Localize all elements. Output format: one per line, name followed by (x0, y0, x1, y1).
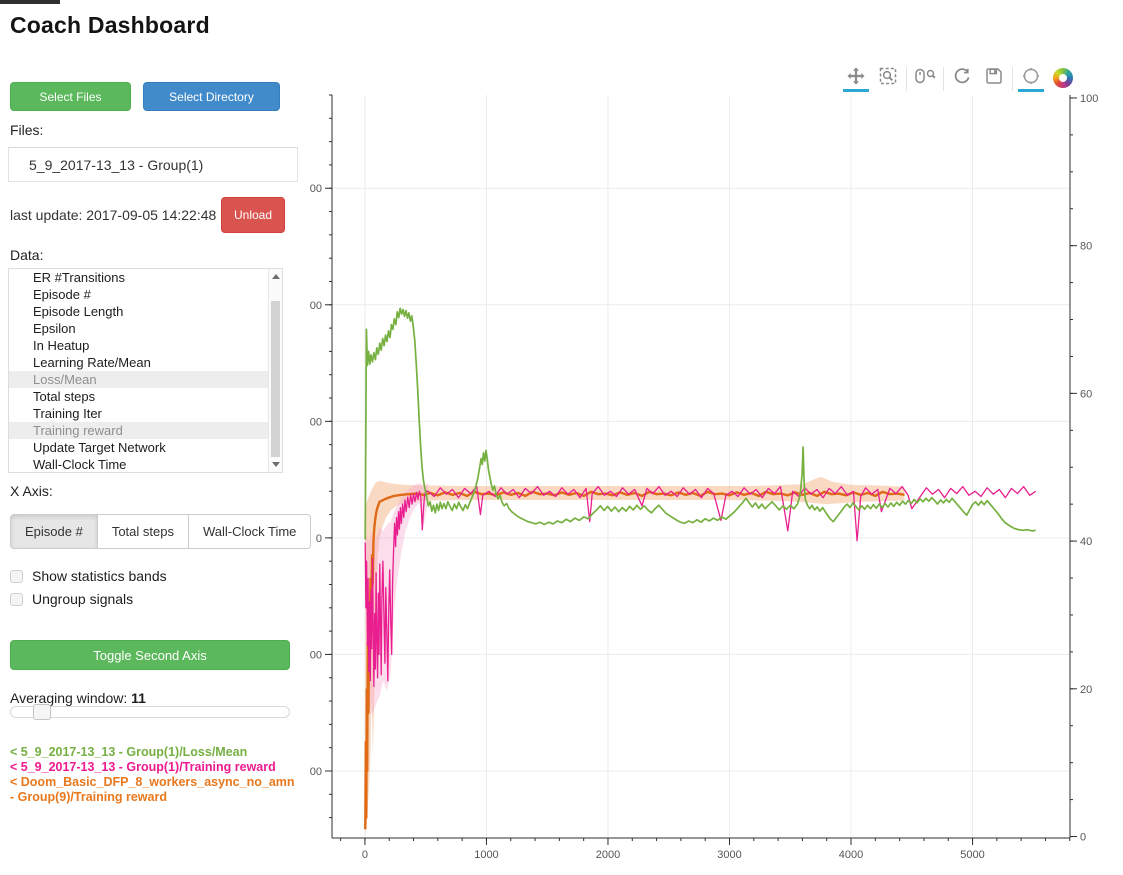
hover-tool-button[interactable] (1018, 66, 1044, 92)
toolbar-separator (906, 67, 907, 91)
y-right-tick-label: 80 (1080, 241, 1092, 253)
wheel-zoom-icon (915, 68, 936, 84)
chart-legend: < 5_9_2017-13_13 - Group(1)/Loss/Mean < 5… (10, 745, 302, 805)
legend-entry: < 5_9_2017-13_13 - Group(1)/Loss/Mean (10, 745, 248, 759)
checkbox-label: Show statistics bands (32, 568, 167, 584)
data-list-scrollbar[interactable] (268, 269, 282, 472)
x-tick-label: 0 (362, 849, 368, 861)
plot-toolbar (840, 66, 1073, 92)
data-list-item[interactable]: Wall-Clock Time (33, 457, 127, 472)
averaging-window-label: Averaging window: 11 (10, 690, 146, 706)
x-axis-option-wall-clock-time[interactable]: Wall-Clock Time (188, 514, 312, 549)
averaging-window-value: 11 (131, 690, 146, 706)
toolbar-separator (943, 67, 944, 91)
legend-entry: < Doom_Basic_DFP_8_workers_async_no_amn … (10, 775, 295, 804)
files-label: Files: (10, 122, 44, 138)
data-list-item[interactable]: In Heatup (33, 338, 90, 353)
data-list-item[interactable]: Episode # (33, 287, 91, 302)
plot-series (364, 307, 1037, 836)
checkbox-label: Ungroup signals (32, 591, 134, 607)
pan-tool-button[interactable] (843, 66, 869, 92)
reset-tool-button[interactable] (949, 66, 975, 92)
averaging-window-text: Averaging window: (10, 690, 128, 706)
y-left-tick-label: 0 (316, 533, 322, 545)
x-axis-option-total-steps[interactable]: Total steps (97, 514, 189, 549)
x-tick-label: 4000 (839, 849, 863, 861)
hover-icon (1023, 68, 1039, 84)
x-axis-label: X Axis: (10, 483, 53, 499)
reset-icon (954, 68, 970, 84)
data-list-item[interactable]: Training Iter (33, 406, 102, 421)
y-right-tick-label: 0 (1080, 832, 1086, 844)
scroll-down-icon[interactable] (269, 458, 282, 471)
series-band (365, 476, 905, 836)
checkbox-show-statistics-bands[interactable] (10, 569, 23, 583)
series-line (364, 485, 1037, 688)
file-item[interactable]: 5_9_2017-13_13 - Group(1) (29, 156, 204, 173)
pan-icon (847, 67, 865, 85)
legend-entry: < 5_9_2017-13_13 - Group(1)/Training rew… (10, 760, 276, 774)
y-left-tick-label: -200 (310, 649, 322, 661)
x-axis-option-episode-[interactable]: Episode # (10, 514, 98, 549)
averaging-window-slider[interactable] (10, 704, 290, 720)
y-left-tick-label: 200 (310, 416, 322, 428)
scrollbar-thumb[interactable] (271, 301, 280, 457)
x-tick-label: 5000 (960, 849, 984, 861)
select-files-button[interactable]: Select Files (10, 82, 131, 111)
x-tick-label: 2000 (596, 849, 620, 861)
bokeh-logo-icon[interactable] (1053, 68, 1073, 88)
select-directory-button[interactable]: Select Directory (143, 82, 280, 111)
series-line (364, 307, 1036, 540)
save-icon (986, 68, 1002, 84)
box-zoom-tool-button[interactable] (875, 66, 901, 92)
checkbox-row: Ungroup signals (10, 591, 167, 607)
options-checkboxes: Show statistics bands Ungroup signals (10, 568, 167, 607)
y-left-tick-label: 400 (310, 300, 322, 312)
checkbox-row: Show statistics bands (10, 568, 167, 584)
data-multiselect-list[interactable]: ER #Transitions Episode # Episode Length Ep… (8, 268, 283, 473)
scroll-up-icon[interactable] (269, 270, 282, 283)
x-tick-label: 3000 (717, 849, 741, 861)
data-list-item[interactable]: Epsilon (33, 321, 76, 336)
toolbar-separator (1012, 67, 1013, 91)
data-list-item[interactable]: Loss/Mean (9, 371, 268, 388)
checkbox-ungroup-signals[interactable] (10, 592, 23, 606)
y-right-tick-label: 20 (1080, 684, 1092, 696)
series-line (364, 490, 905, 830)
data-label: Data: (10, 247, 44, 263)
slider-thumb[interactable] (33, 704, 51, 720)
x-axis-toggle-group: Episode # Total steps Wall-Clock Time (10, 514, 312, 549)
page-title: Coach Dashboard (10, 12, 210, 38)
last-update-text: last update: 2017-09-05 14:22:48 (10, 207, 217, 223)
y-left-tick-label: 600 (310, 183, 322, 195)
save-tool-button[interactable] (981, 66, 1007, 92)
data-list-item[interactable]: Total steps (33, 389, 96, 404)
x-tick-label: 1000 (474, 849, 498, 861)
files-list: 5_9_2017-13_13 - Group(1) (8, 147, 298, 182)
data-list-item[interactable]: Episode Length (33, 304, 124, 319)
y-right-tick-label: 60 (1080, 388, 1092, 400)
y-right-tick-label: 100 (1080, 93, 1098, 105)
window-edge-artifact (0, 0, 60, 4)
unload-button[interactable]: Unload (221, 197, 285, 233)
y-left-tick-label: -400 (310, 766, 322, 778)
data-list-item[interactable]: Learning Rate/Mean (33, 355, 151, 370)
box-zoom-icon (879, 67, 897, 85)
data-list-item[interactable]: Training reward (9, 422, 268, 439)
y-right-tick-label: 40 (1080, 536, 1092, 548)
toggle-second-axis-button[interactable]: Toggle Second Axis (10, 640, 290, 670)
wheel-zoom-tool-button[interactable] (912, 66, 938, 92)
training-plot[interactable]: -400-20002004006000204060801000100020003… (310, 60, 1123, 875)
data-items: ER #Transitions Episode # Episode Length Ep… (9, 269, 268, 472)
data-list-item[interactable]: Update Target Network (33, 440, 166, 455)
data-list-item[interactable]: ER #Transitions (33, 270, 125, 285)
